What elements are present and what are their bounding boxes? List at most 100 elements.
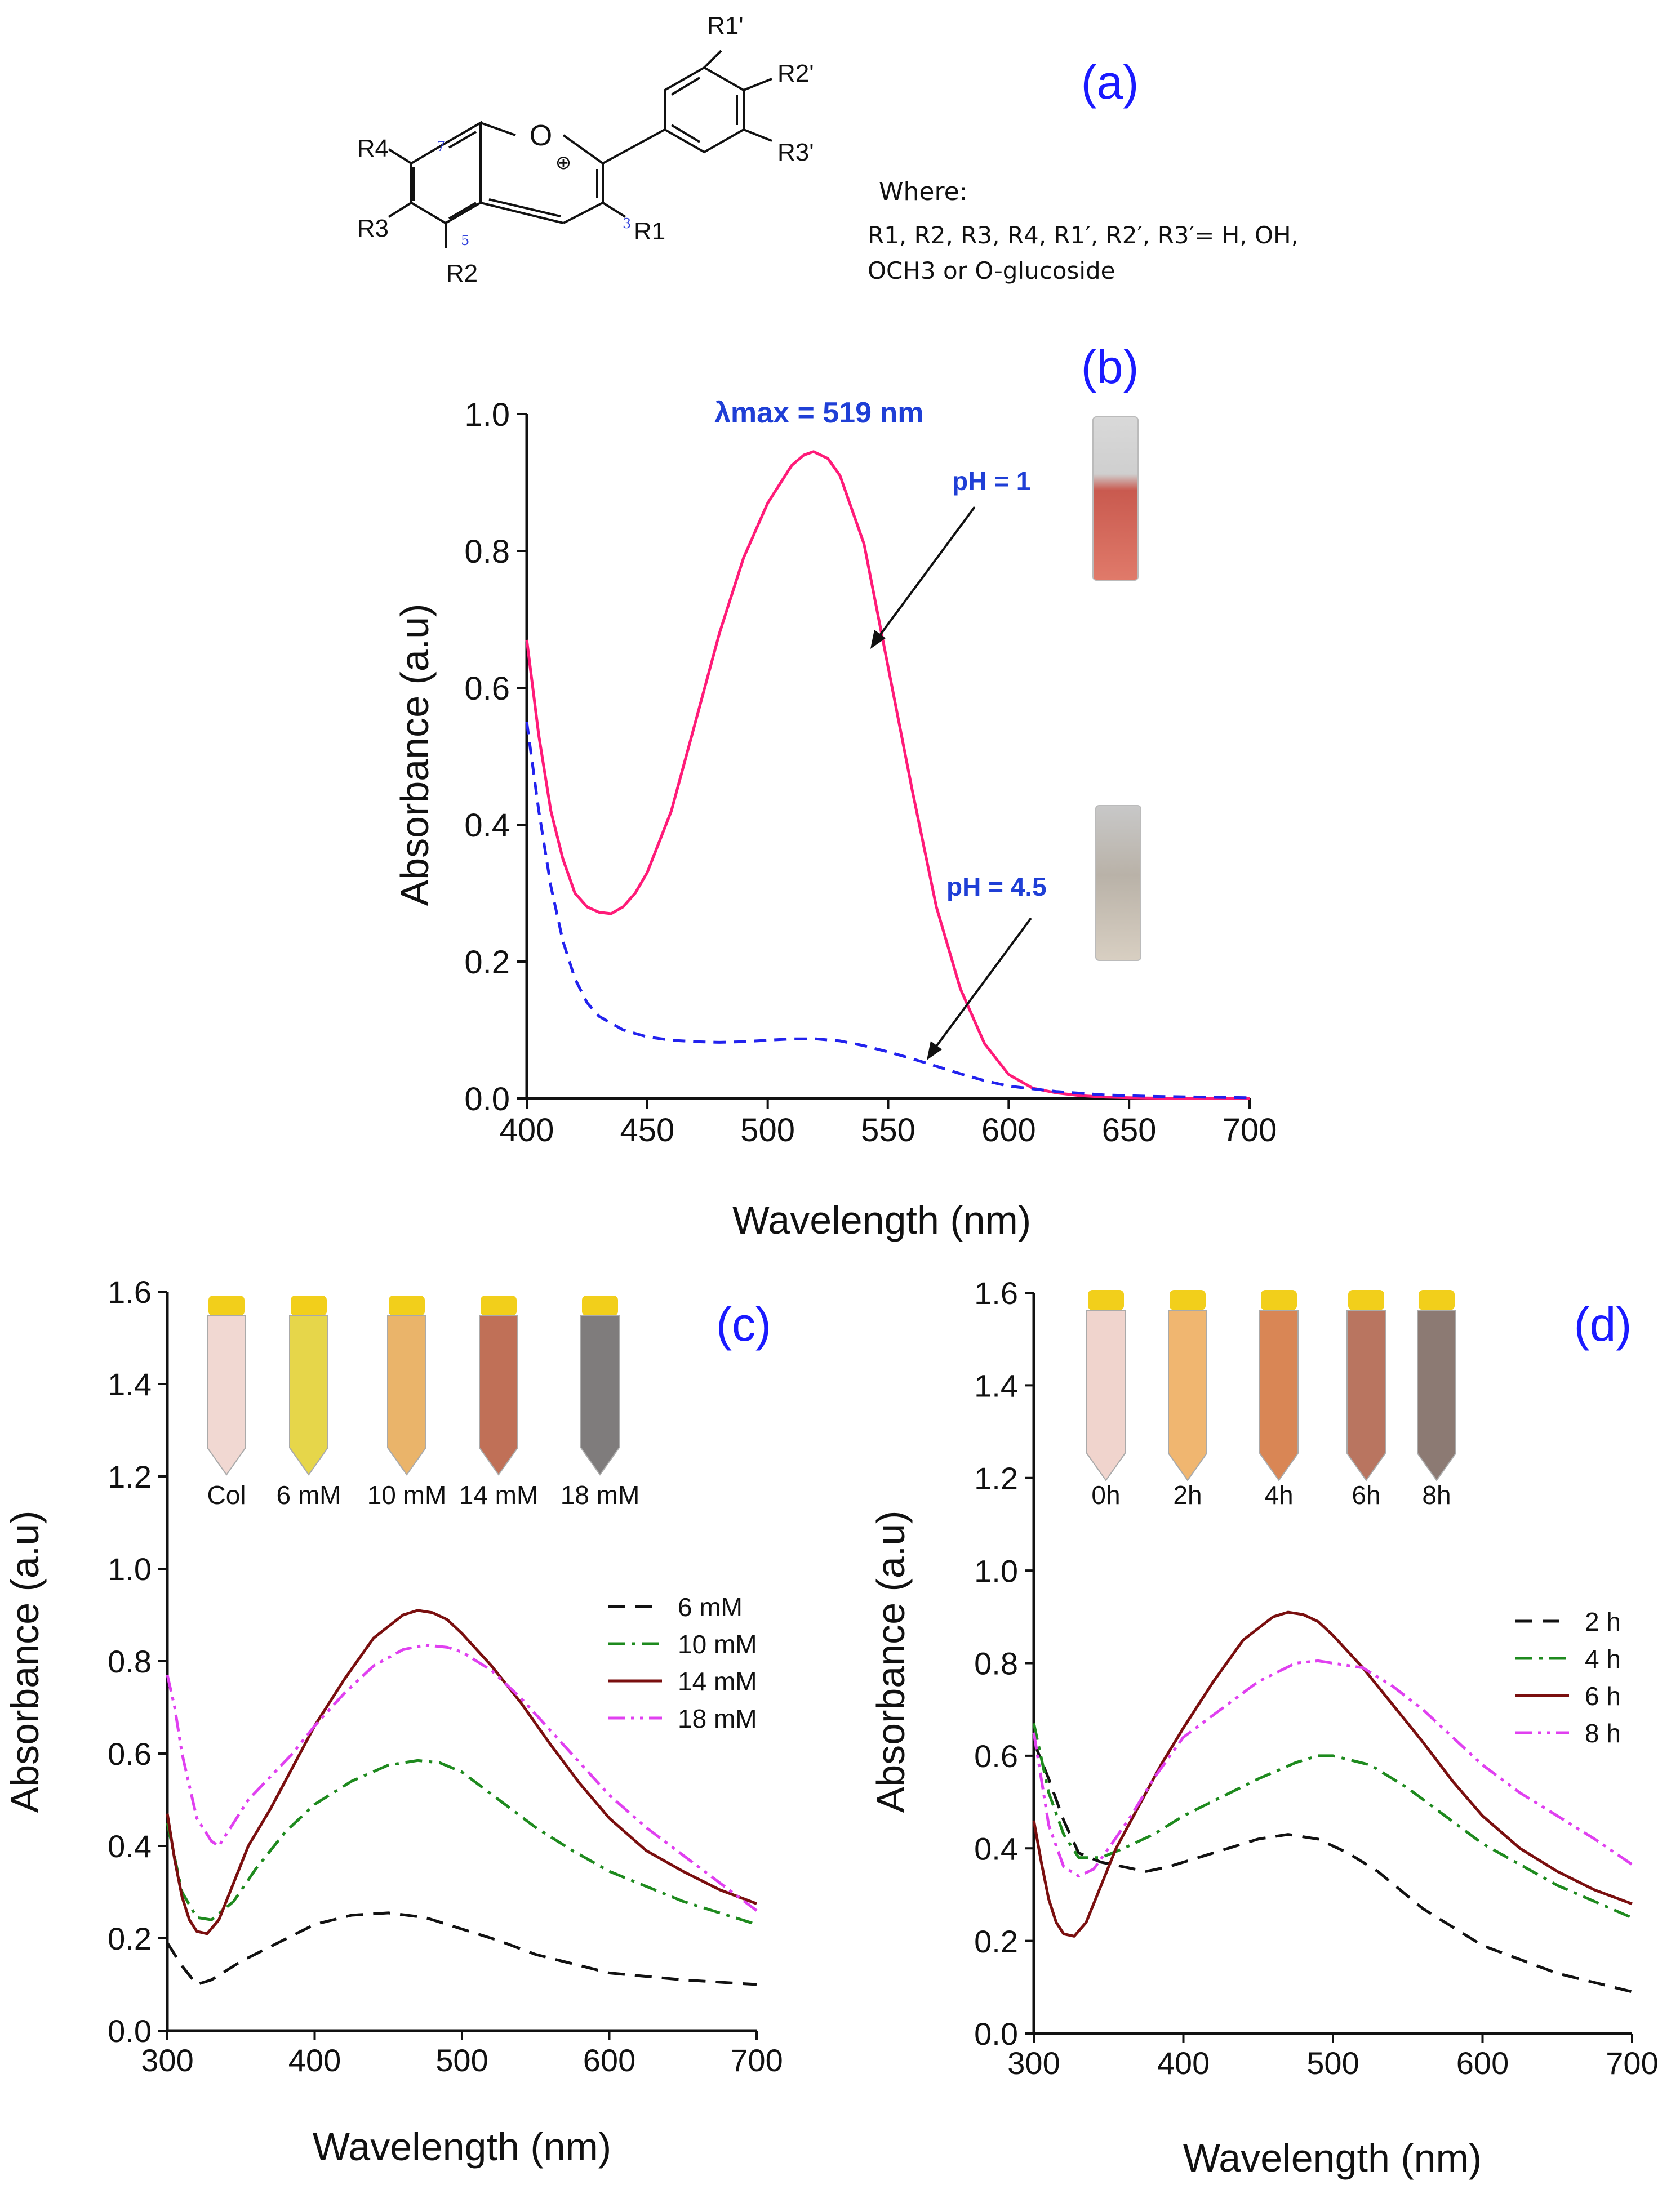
label-r1-prime: R1' [707,12,744,39]
tube-body [1086,1310,1126,1481]
y-tick-label: 1.6 [974,1275,1018,1311]
label-r3: R3 [357,215,389,242]
x-tick-label: 600 [981,1112,1036,1149]
legend-label: 2 h [1585,1607,1621,1636]
x-axis-title: Wavelength (nm) [1183,2136,1482,2180]
panel-d-label: (d) [1574,1298,1632,1351]
panel-b-label: (b) [1081,340,1139,393]
legend-label: 8 h [1585,1719,1621,1748]
y-tick-label: 1.0 [974,1553,1018,1588]
y-tick-label: 0.0 [974,2016,1018,2052]
ph45-arrow [927,917,1032,1060]
tube-label: 4h [1264,1480,1293,1510]
tube-label: 14 mM [459,1480,539,1510]
x-tick-label: 700 [730,2043,783,2078]
tube-body [289,1315,328,1476]
y-tick-label: 0.0 [108,2013,152,2049]
cuvette-ph45 [1095,805,1141,961]
label-r1: R1 [634,217,665,245]
panel-d-chart: 300 400 500 600 700 0.0 0.2 0.4 0.6 0.8 1.0 1.2 1.4 1… [869,1275,1659,2180]
x-axis-title: Wavelength (nm) [732,1198,1031,1242]
y-axis-title: Absorbance (a.u) [3,1511,47,1813]
series-line-18-mm [166,1643,758,1912]
series-line-10-mm [166,1759,757,1926]
tube-label: 6 mM [277,1480,341,1510]
tube-cap [1419,1290,1455,1310]
tube-cap [1348,1290,1384,1310]
ph45-annotation: pH = 4.5 [946,872,1047,901]
where-line-1: R1, R2, R3, R4, R1′, R2′, R3′= H, OH, [868,221,1299,249]
panel-b-chart: 400 450 500 550 600 650 700 0.0 0.2 0.4 0.6 0.8 1.0 W… [393,397,1277,1242]
cuvette-ph1 [1092,416,1139,581]
y-tick-label: 1.0 [108,1551,152,1587]
tube-cap [1170,1290,1206,1310]
y-tick-label: 0.2 [974,1924,1018,1959]
tube-label: 0h [1091,1480,1120,1510]
y-tick-label: 1.4 [974,1368,1018,1404]
where-line-2: OCH3 or O-glucoside [868,257,1115,284]
series-line-4-h [1032,1723,1633,1919]
tube-cap [1261,1290,1297,1310]
flavylium-structure [388,50,772,248]
position-3: 3 [623,216,631,232]
x-axis-title: Wavelength (nm) [313,2125,611,2169]
tube-body [580,1315,620,1476]
series-line-6-h [1032,1610,1633,1938]
tube-label: 6h [1352,1480,1380,1510]
tube-cap [481,1296,517,1316]
x-tick-label: 650 [1102,1112,1157,1149]
series-line-8-h [1032,1659,1633,1878]
lambda-max-annotation: λmax = 519 nm [714,397,923,429]
y-tick-label: 0.4 [108,1828,152,1864]
legend-label: 18 mM [678,1704,757,1733]
label-r4: R4 [357,135,389,162]
y-tick-label: 0.8 [108,1644,152,1679]
tube-cap [291,1296,327,1316]
position-7: 7 [437,139,445,154]
x-tick-label: 400 [1157,2045,1210,2081]
y-tick-label: 1.4 [108,1367,152,1402]
y-axis-title: Absorbance (a.u) [393,604,437,906]
legend-label: 14 mM [678,1667,757,1696]
atom-oxygen: O [530,119,552,152]
tube-photo-d: 0h 2h 4h 6h 8h [1086,1290,1456,1510]
series-line-ph-1 [525,450,1250,1100]
y-tick-label: 0.2 [464,944,510,981]
panel-a-label: (a) [1081,56,1139,109]
y-tick-label: 0.8 [464,533,510,570]
tube-label: 10 mM [367,1480,447,1510]
y-tick-label: 0.8 [974,1646,1018,1681]
oxonium-charge: ⊕ [555,152,572,174]
tube-body [207,1315,246,1476]
ph1-annotation: pH = 1 [952,466,1030,496]
y-tick-label: 0.6 [108,1736,152,1772]
x-tick-label: 600 [583,2043,635,2078]
ph1-arrow [870,506,976,649]
tube-photo-c: Col 6 mM 10 mM 14 mM 18 mM [207,1296,639,1510]
y-tick-label: 0.6 [464,670,510,707]
tube-body [1259,1310,1299,1481]
legend-label: 10 mM [678,1630,757,1659]
y-tick-label: 1.2 [974,1461,1018,1496]
panel-c-label: (c) [716,1298,771,1351]
label-r3-prime: R3' [777,139,814,166]
legend-label: 4 h [1585,1644,1621,1674]
legend-label: 6 mM [678,1592,743,1622]
x-tick-label: 700 [1223,1112,1277,1149]
y-tick-label: 0.4 [464,807,510,844]
x-tick-label: 400 [288,2043,341,2078]
tube-cap [208,1296,245,1316]
tube-label: 2h [1173,1480,1202,1510]
y-tick-label: 0.6 [974,1738,1018,1774]
tube-cap [582,1296,618,1316]
y-tick-label: 1.0 [464,397,510,433]
x-tick-label: 300 [1007,2045,1060,2081]
tube-body [479,1315,518,1476]
tube-cap [389,1296,425,1316]
x-tick-label: 500 [1306,2045,1359,2081]
tube-body [1417,1310,1456,1481]
legend-label: 6 h [1585,1681,1621,1711]
x-tick-label: 300 [141,2043,193,2078]
tube-label: Col [207,1480,246,1510]
